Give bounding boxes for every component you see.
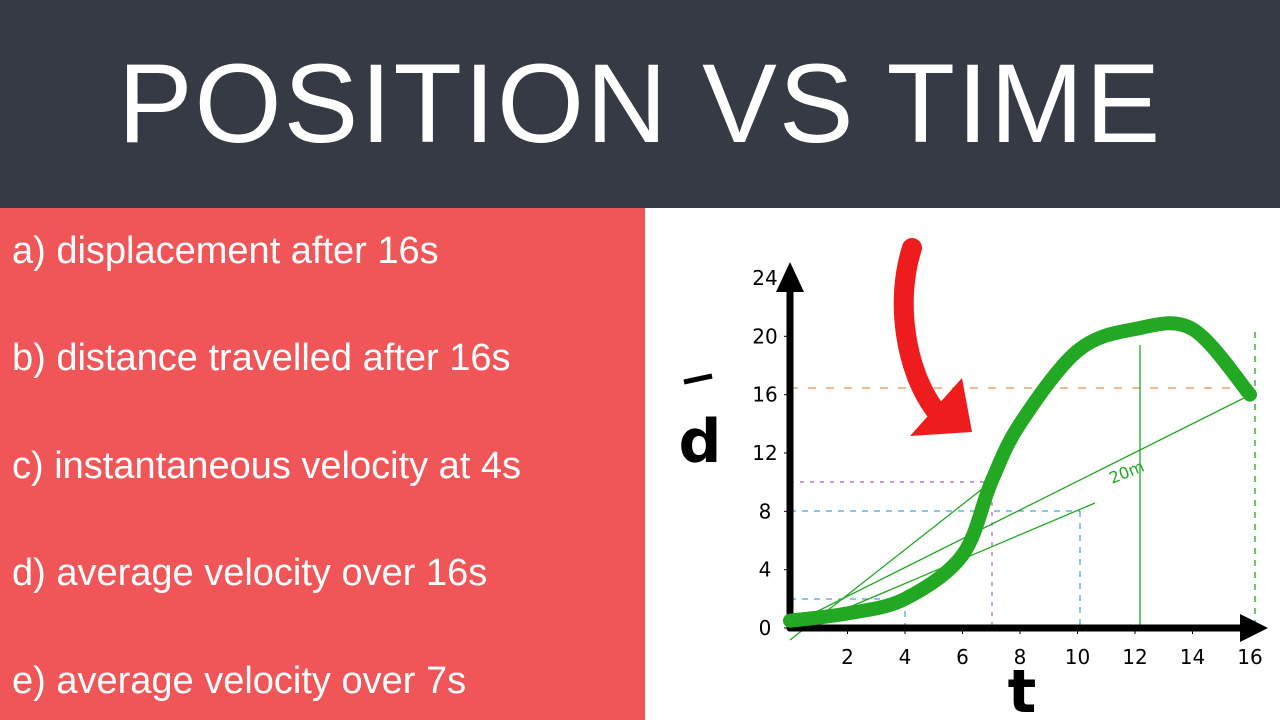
x-tick-label: 10 bbox=[1065, 645, 1090, 669]
question: c) instantaneous velocity at 4s bbox=[12, 445, 522, 487]
x-tick-label: 2 bbox=[841, 645, 854, 669]
y-tick-label: 16 bbox=[752, 383, 777, 407]
y-tick-label: 8 bbox=[759, 499, 772, 523]
red-arrow-head bbox=[910, 378, 972, 436]
guide-lines bbox=[790, 481, 993, 628]
question: d) average velocity over 16s bbox=[12, 552, 488, 594]
x-axis-label: t bbox=[1008, 657, 1037, 720]
x-tick-label: 6 bbox=[956, 645, 969, 669]
x-tick-label: 14 bbox=[1180, 645, 1205, 669]
red-arrow bbox=[893, 238, 945, 420]
question: a) displacement after 16s bbox=[12, 230, 439, 272]
x-tick-label: 16 bbox=[1237, 645, 1262, 669]
vector-bar bbox=[683, 373, 713, 385]
y-tick-label: 4 bbox=[759, 558, 772, 582]
x-tick-label: 12 bbox=[1122, 645, 1147, 669]
title: POSITION VS TIME bbox=[0, 0, 1280, 208]
x-tick-label: 4 bbox=[899, 645, 912, 669]
question-panel: a) displacement after 16s b) distance tr… bbox=[0, 208, 645, 720]
x-tick-label: 8 bbox=[1014, 645, 1027, 669]
y-tick-label: 20 bbox=[752, 324, 777, 348]
y-tick-label: 0 bbox=[759, 616, 772, 640]
x-axis-arrow bbox=[1240, 614, 1268, 642]
y-tick-label: 12 bbox=[752, 441, 777, 465]
question: b) distance travelled after 16s bbox=[12, 337, 511, 379]
y-tick-label: 24 bbox=[752, 266, 777, 290]
y-axis-arrow bbox=[776, 262, 804, 292]
position-curve bbox=[783, 316, 1257, 628]
y-axis-label: d bbox=[679, 407, 722, 477]
chart-background bbox=[645, 208, 1280, 720]
question: e) average velocity over 7s bbox=[12, 660, 467, 702]
